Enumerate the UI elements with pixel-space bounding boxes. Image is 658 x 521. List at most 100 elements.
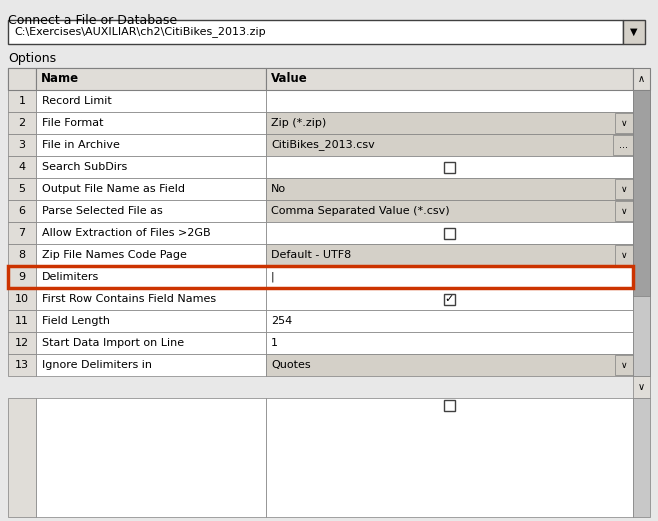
Bar: [266, 244, 633, 266]
Bar: [633, 266, 650, 288]
Text: CitiBikes_2013.csv: CitiBikes_2013.csv: [271, 140, 375, 151]
Bar: [266, 156, 633, 178]
Bar: [36, 200, 266, 222]
Bar: [8, 266, 633, 288]
Bar: [633, 398, 650, 517]
Bar: [633, 376, 650, 398]
Text: File in Archive: File in Archive: [42, 140, 120, 150]
Bar: [8, 266, 36, 288]
Bar: [444, 162, 455, 172]
Bar: [8, 222, 36, 244]
Text: 8: 8: [18, 250, 26, 260]
Bar: [266, 354, 633, 376]
Bar: [36, 222, 266, 244]
Bar: [36, 266, 266, 288]
Bar: [36, 178, 266, 200]
Bar: [266, 68, 633, 90]
Bar: [8, 332, 36, 354]
Text: Zip (*.zip): Zip (*.zip): [271, 118, 326, 128]
Bar: [266, 90, 633, 112]
Bar: [633, 200, 650, 222]
Text: Comma Separated Value (*.csv): Comma Separated Value (*.csv): [271, 206, 449, 216]
Bar: [633, 332, 650, 354]
Text: ▼: ▼: [630, 27, 638, 37]
Bar: [36, 310, 266, 332]
Bar: [633, 222, 650, 244]
Text: 6: 6: [18, 206, 26, 216]
Text: |: |: [271, 272, 274, 282]
Bar: [8, 68, 633, 90]
Text: 3: 3: [18, 140, 26, 150]
Bar: [266, 266, 633, 288]
Text: First Row Contains Field Names: First Row Contains Field Names: [42, 294, 216, 304]
Text: 1: 1: [271, 338, 278, 348]
Text: Parse Selected File as: Parse Selected File as: [42, 206, 163, 216]
Bar: [8, 178, 36, 200]
Bar: [36, 398, 266, 517]
Bar: [8, 354, 36, 376]
Bar: [633, 244, 650, 266]
Bar: [8, 288, 36, 310]
Bar: [266, 310, 633, 332]
Bar: [633, 134, 650, 156]
Bar: [8, 20, 623, 44]
Bar: [36, 112, 266, 134]
Text: 7: 7: [18, 228, 26, 238]
Bar: [36, 68, 266, 90]
Text: No: No: [271, 184, 286, 194]
Text: Quotes: Quotes: [271, 360, 311, 370]
Text: 4: 4: [18, 162, 26, 172]
Bar: [8, 200, 36, 222]
Bar: [444, 293, 455, 304]
Bar: [8, 156, 36, 178]
Bar: [8, 398, 36, 517]
Bar: [633, 90, 650, 376]
Text: 5: 5: [18, 184, 26, 194]
Text: 1: 1: [18, 96, 26, 106]
Bar: [615, 355, 633, 375]
Bar: [36, 354, 266, 376]
Bar: [613, 135, 633, 155]
Text: Start Data Import on Line: Start Data Import on Line: [42, 338, 184, 348]
Bar: [8, 112, 36, 134]
Text: Record Limit: Record Limit: [42, 96, 112, 106]
Bar: [8, 68, 36, 90]
Text: C:\Exercises\AUXILIAR\ch2\CitiBikes_2013.zip: C:\Exercises\AUXILIAR\ch2\CitiBikes_2013…: [14, 27, 266, 38]
Text: ✓: ✓: [445, 294, 454, 304]
Bar: [266, 222, 633, 244]
Bar: [266, 332, 633, 354]
Bar: [266, 178, 633, 200]
Text: File Format: File Format: [42, 118, 103, 128]
Text: ∨: ∨: [620, 118, 627, 128]
Bar: [615, 201, 633, 221]
Bar: [36, 244, 266, 266]
Bar: [8, 134, 36, 156]
Text: ∨: ∨: [638, 382, 645, 392]
Bar: [633, 178, 650, 200]
Bar: [615, 245, 633, 265]
Text: 12: 12: [15, 338, 29, 348]
Text: 11: 11: [15, 316, 29, 326]
Text: ∨: ∨: [620, 184, 627, 193]
Text: ...: ...: [619, 140, 628, 150]
Text: ∧: ∧: [638, 74, 645, 84]
Text: Field Length: Field Length: [42, 316, 110, 326]
Bar: [633, 288, 650, 310]
Bar: [266, 134, 633, 156]
Bar: [266, 288, 633, 310]
Text: Search SubDirs: Search SubDirs: [42, 162, 127, 172]
Text: 10: 10: [15, 294, 29, 304]
Bar: [266, 200, 633, 222]
Bar: [623, 20, 645, 44]
Text: Ignore Delimiters in: Ignore Delimiters in: [42, 360, 152, 370]
Text: Options: Options: [8, 52, 56, 65]
Text: Zip File Names Code Page: Zip File Names Code Page: [42, 250, 187, 260]
Bar: [633, 68, 650, 90]
Bar: [633, 156, 650, 178]
Text: 2: 2: [18, 118, 26, 128]
Bar: [36, 332, 266, 354]
Text: Delimiters: Delimiters: [42, 272, 99, 282]
Bar: [615, 179, 633, 199]
Bar: [615, 113, 633, 133]
Bar: [8, 90, 36, 112]
